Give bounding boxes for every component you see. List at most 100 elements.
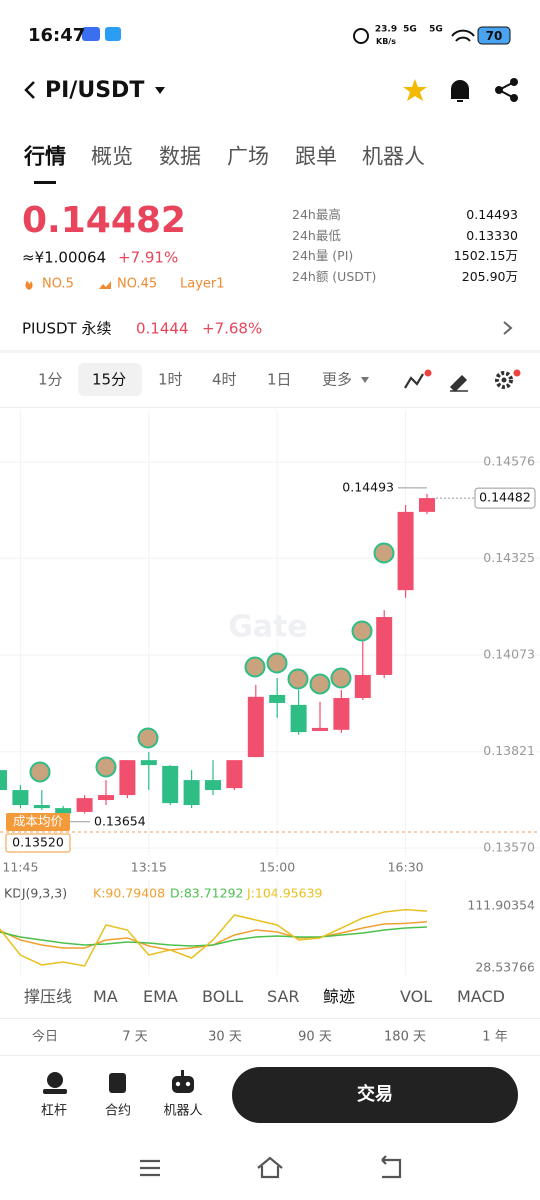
interval[interactable]: 15分 <box>92 370 127 389</box>
stat-value: 0.13330 <box>466 227 518 243</box>
y-tick-label: 0.13821 <box>483 743 535 758</box>
watermark: Gate <box>228 610 308 645</box>
share-icon[interactable] <box>495 78 518 102</box>
cny-price: ≈¥1.00064 <box>22 248 107 267</box>
draw-icon[interactable] <box>449 374 468 393</box>
interval[interactable]: 1时 <box>158 370 183 389</box>
candle-body <box>269 694 286 703</box>
interval[interactable]: 4时 <box>212 370 237 389</box>
stat-value: 205.90万 <box>461 268 518 284</box>
candle-body <box>0 770 7 791</box>
range-tab[interactable]: 180 天 <box>384 1029 426 1045</box>
favorite-icon[interactable] <box>403 79 427 101</box>
trader-avatar <box>29 761 51 783</box>
indicator-tab[interactable]: 撑压线 <box>24 987 73 1006</box>
app-icon <box>105 27 121 41</box>
tab[interactable]: 数据 <box>159 144 201 169</box>
candle-body <box>397 511 414 591</box>
tab[interactable]: 概览 <box>91 144 133 169</box>
back-icon[interactable] <box>24 81 35 99</box>
network: 5G <box>429 24 443 35</box>
nav-menu[interactable] <box>140 1159 160 1177</box>
interval[interactable]: 1分 <box>38 370 63 389</box>
trader-avatar <box>95 756 117 778</box>
indicator-tab[interactable]: 鲸迹 <box>323 987 356 1006</box>
indicator-tab[interactable]: VOL <box>400 987 433 1006</box>
perp-price: 0.1444 <box>136 319 189 338</box>
divider <box>0 1018 540 1019</box>
range-tab[interactable]: 1 年 <box>482 1029 508 1045</box>
legend-entry: D:83.71292 <box>170 886 243 901</box>
candle-body <box>12 790 29 806</box>
dot <box>424 369 432 377</box>
last-price-box <box>474 487 536 509</box>
trader-avatar <box>373 542 395 564</box>
trade-label[interactable]: 交易 <box>357 1084 393 1105</box>
nav-back[interactable] <box>381 1155 402 1179</box>
candle-body <box>119 760 136 796</box>
indicator-tab[interactable]: EMA <box>143 987 178 1006</box>
interval[interactable]: 1日 <box>267 370 292 389</box>
indicator-tab[interactable]: MACD <box>457 987 505 1006</box>
range-tab[interactable]: 90 天 <box>298 1029 332 1045</box>
tab[interactable]: 机器人 <box>362 144 425 169</box>
perp-name[interactable]: PIUSDT 永续 <box>22 319 112 338</box>
candle-body <box>247 696 264 758</box>
candle-body <box>140 760 157 766</box>
leverage-icon[interactable] <box>43 1072 67 1094</box>
badge[interactable]: NO.5 <box>42 276 74 292</box>
trend-icon <box>99 281 111 289</box>
candle-body <box>205 780 221 791</box>
stat-label: 24h最高 <box>292 206 341 222</box>
dot <box>513 369 521 377</box>
price-change: +7.91% <box>118 248 179 267</box>
tool-label[interactable]: 机器人 <box>163 1103 203 1119</box>
trader-avatar <box>137 727 159 749</box>
range-tab[interactable]: 7 天 <box>122 1029 148 1045</box>
nav-home[interactable] <box>257 1156 283 1179</box>
x-tick-label: 11:45 <box>2 860 38 875</box>
candle-body <box>354 674 371 698</box>
contract-icon[interactable] <box>109 1073 126 1093</box>
interval-selected-bg <box>78 363 142 396</box>
tool-label[interactable]: 合约 <box>104 1103 132 1119</box>
status-time: 16:47 <box>28 25 86 46</box>
divider <box>0 1055 540 1056</box>
alert-icon[interactable] <box>451 80 469 102</box>
battery-icon <box>477 26 511 45</box>
indicator-icon[interactable] <box>404 373 424 389</box>
tool-label[interactable]: 杠杆 <box>40 1103 68 1119</box>
low-label: 0.13654 <box>94 813 146 828</box>
interval[interactable]: 更多 <box>322 370 353 389</box>
tab[interactable]: 跟单 <box>295 144 337 169</box>
candle-body <box>162 765 179 804</box>
indicator-tab[interactable]: MA <box>93 987 118 1006</box>
candle-body <box>333 697 350 730</box>
indicator-tab[interactable]: SAR <box>267 987 300 1006</box>
badge[interactable]: NO.45 <box>117 276 158 292</box>
alarm-icon <box>353 28 369 44</box>
pair-dropdown[interactable] <box>155 87 165 94</box>
cost-tag <box>6 813 70 831</box>
last-price: 0.14482 <box>22 200 186 241</box>
chevron[interactable] <box>503 321 513 335</box>
trade-button[interactable] <box>232 1067 518 1123</box>
kdj-line <box>0 926 428 947</box>
robot-icon[interactable] <box>172 1070 194 1093</box>
more-dropdown[interactable] <box>361 377 369 383</box>
tab[interactable]: 广场 <box>227 144 269 169</box>
candle-body <box>33 805 50 809</box>
indicator-tab[interactable]: BOLL <box>202 987 244 1006</box>
perp-change: +7.68% <box>202 319 263 338</box>
tab[interactable]: 行情 <box>24 144 66 169</box>
tab-underline <box>34 181 56 184</box>
range-tab[interactable]: 30 天 <box>208 1029 242 1045</box>
settings-icon[interactable] <box>495 371 513 389</box>
stat-label: 24h最低 <box>292 227 341 243</box>
pair-title[interactable]: PI/USDT <box>45 78 145 103</box>
badge[interactable]: Layer1 <box>180 276 225 292</box>
candle-body <box>419 498 435 512</box>
range-tab[interactable]: 今日 <box>31 1029 59 1045</box>
kdj-line <box>0 920 428 951</box>
trader-avatar <box>330 667 352 689</box>
